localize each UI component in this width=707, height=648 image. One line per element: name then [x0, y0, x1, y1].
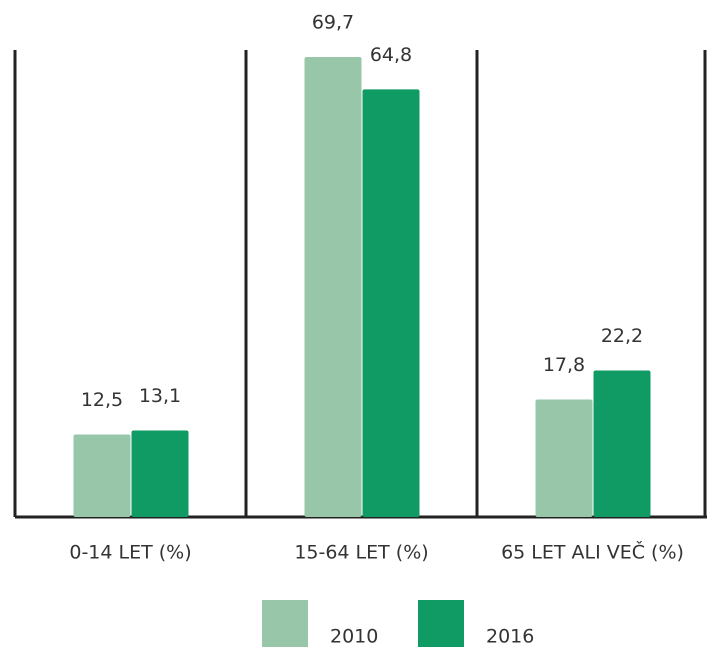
value-label: 64,8 — [370, 44, 412, 66]
legend-label: 2016 — [486, 626, 534, 648]
value-label: 17,8 — [543, 354, 585, 376]
value-label: 12,5 — [81, 389, 123, 411]
bar — [73, 434, 131, 517]
value-label: 69,7 — [312, 12, 354, 34]
bar — [593, 370, 651, 517]
x-tick-label: 15-64 LET (%) — [294, 542, 428, 564]
x-tick-label: 0-14 LET (%) — [69, 542, 191, 564]
bar — [304, 57, 362, 517]
bar — [362, 89, 420, 517]
value-label: 13,1 — [139, 385, 181, 407]
bar — [131, 430, 189, 517]
legend-swatch — [418, 600, 464, 647]
x-tick-label: 65 LET ALI VEČ (%) — [501, 540, 684, 564]
value-label: 22,2 — [601, 325, 643, 347]
legend-label: 2010 — [330, 626, 378, 648]
bar — [535, 399, 593, 517]
legend-swatch — [262, 600, 308, 647]
